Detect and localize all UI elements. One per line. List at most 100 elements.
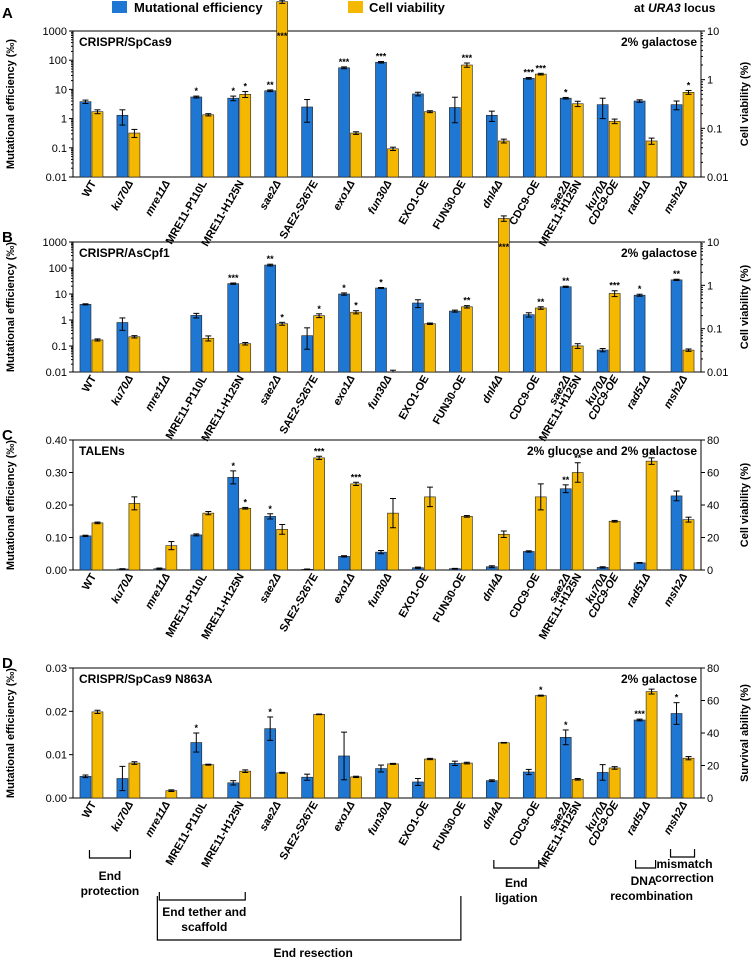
significance-mark: *** bbox=[609, 281, 620, 291]
category-label: CDC9-OE bbox=[507, 374, 542, 423]
category-label: ku70Δ bbox=[109, 800, 136, 834]
bracket-end-resection bbox=[156, 896, 462, 941]
mutational-bar bbox=[633, 719, 646, 799]
mutational-bar bbox=[559, 97, 572, 178]
category-label: CDC9-OE bbox=[507, 179, 542, 228]
viability-bar bbox=[350, 311, 362, 373]
bracket-dna-recombination bbox=[634, 860, 657, 869]
category-label: mre11Δ bbox=[143, 800, 173, 840]
legend-label-mutational: Mutational efficiency bbox=[134, 0, 263, 15]
category-label: sae2Δ bbox=[257, 572, 283, 606]
y-axis-label: Mutational efficiency (‰) bbox=[5, 440, 17, 571]
category-label: ku70Δ bbox=[109, 374, 136, 408]
plot-frame bbox=[72, 241, 702, 373]
group-label: recombination bbox=[610, 889, 693, 903]
panel-condition: 2% galactose bbox=[621, 35, 697, 49]
y2-tick-label: 0.01 bbox=[707, 172, 728, 184]
viability-bar bbox=[313, 714, 325, 799]
y2-tick-label: 0 bbox=[707, 565, 713, 577]
significance-mark: ** bbox=[463, 296, 471, 306]
category-label: msh2Δ bbox=[662, 374, 690, 411]
y-tick-label: 1 bbox=[61, 114, 67, 126]
significance-mark: * bbox=[280, 312, 284, 322]
mutational-bar bbox=[338, 67, 350, 178]
y2-tick-label: 1 bbox=[707, 75, 713, 87]
panel-title: CRISPR/AsCpf1 bbox=[79, 246, 170, 260]
bracket-mismatch-correction bbox=[669, 849, 696, 858]
category-label: WT bbox=[80, 799, 99, 820]
viability-bar bbox=[239, 507, 252, 571]
mutational-bar bbox=[190, 96, 203, 178]
significance-mark: * bbox=[195, 723, 199, 733]
y2-axis-label: Survival ability (%) bbox=[739, 684, 751, 782]
significance-mark: * bbox=[231, 86, 235, 96]
viability-bar bbox=[387, 763, 399, 799]
bracket-end-protection bbox=[88, 850, 132, 859]
category-label: dnl4Δ bbox=[480, 373, 505, 405]
viability-bar bbox=[350, 776, 362, 799]
mutational-bar bbox=[338, 556, 350, 571]
y2-tick-label: 0.01 bbox=[707, 367, 728, 379]
significance-mark: * bbox=[317, 304, 321, 314]
mutational-bar bbox=[670, 104, 683, 178]
significance-mark: ** bbox=[267, 254, 275, 264]
figure-legend: Mutational efficiency Cell viability at … bbox=[0, 0, 755, 18]
viability-bar bbox=[682, 519, 695, 571]
mutational-bar bbox=[670, 713, 683, 799]
significance-mark: *** bbox=[376, 52, 387, 62]
significance-mark: * bbox=[243, 82, 247, 92]
viability-bar bbox=[461, 64, 473, 178]
y-tick-label: 0.40 bbox=[46, 435, 67, 447]
category-label: exo1Δ bbox=[331, 572, 358, 606]
category-label: FUN30-OE bbox=[431, 373, 469, 426]
bracket-end-ligation bbox=[493, 860, 540, 869]
mutational-bar bbox=[375, 61, 387, 178]
significance-mark: * bbox=[564, 87, 568, 97]
viability-bar bbox=[498, 140, 510, 178]
viability-bar bbox=[461, 306, 473, 373]
group-label: protection bbox=[81, 884, 140, 898]
category-label: sae2Δ bbox=[257, 179, 283, 213]
mutational-bar bbox=[79, 776, 92, 799]
category-label: SAE2-S267E bbox=[278, 572, 321, 635]
significance-mark: * bbox=[379, 277, 383, 287]
significance-mark: * bbox=[268, 707, 272, 717]
viability-bar bbox=[128, 336, 141, 373]
viability-bar bbox=[239, 343, 252, 373]
viability-bar bbox=[424, 323, 436, 373]
y2-tick-label: 80 bbox=[707, 435, 719, 447]
category-label: mre11Δ bbox=[143, 572, 173, 612]
category-label: EXO1-OE bbox=[397, 800, 432, 848]
y2-tick-label: 10 bbox=[707, 237, 719, 249]
mutational-bar bbox=[264, 90, 276, 178]
mutational-bar bbox=[375, 551, 387, 571]
category-label: sae2Δ bbox=[257, 800, 283, 834]
y-tick-label: 100 bbox=[49, 263, 67, 275]
category-label: fun30Δ bbox=[366, 800, 395, 838]
viability-bar bbox=[128, 132, 141, 178]
mutational-bar bbox=[79, 304, 92, 373]
significance-mark: *** bbox=[462, 53, 473, 63]
panel-letter-C: C bbox=[2, 427, 13, 444]
category-label: CDC9-OE bbox=[507, 572, 542, 621]
legend-label-viability: Cell viability bbox=[369, 0, 445, 15]
category-label: mre11Δ bbox=[143, 179, 173, 219]
mutational-bar bbox=[375, 287, 387, 373]
viability-bar bbox=[608, 520, 621, 571]
panel-title: CRISPR/SpCas9 N863A bbox=[79, 672, 213, 686]
mutational-bar bbox=[449, 763, 461, 799]
viability-bar bbox=[424, 758, 436, 799]
viability-bar bbox=[534, 73, 547, 178]
viability-bar bbox=[424, 496, 436, 571]
y-tick-label: 0.01 bbox=[46, 172, 67, 184]
viability-bar bbox=[461, 762, 473, 799]
category-label: WT bbox=[80, 178, 99, 199]
significance-mark: ** bbox=[673, 269, 681, 279]
significance-mark: * bbox=[195, 86, 199, 96]
category-label: EXO1-OE bbox=[397, 179, 432, 227]
category-label: WT bbox=[80, 571, 99, 592]
viability-bar bbox=[91, 339, 104, 373]
panel-condition: 2% galactose bbox=[621, 246, 697, 260]
category-label: EXO1-OE bbox=[397, 572, 432, 620]
